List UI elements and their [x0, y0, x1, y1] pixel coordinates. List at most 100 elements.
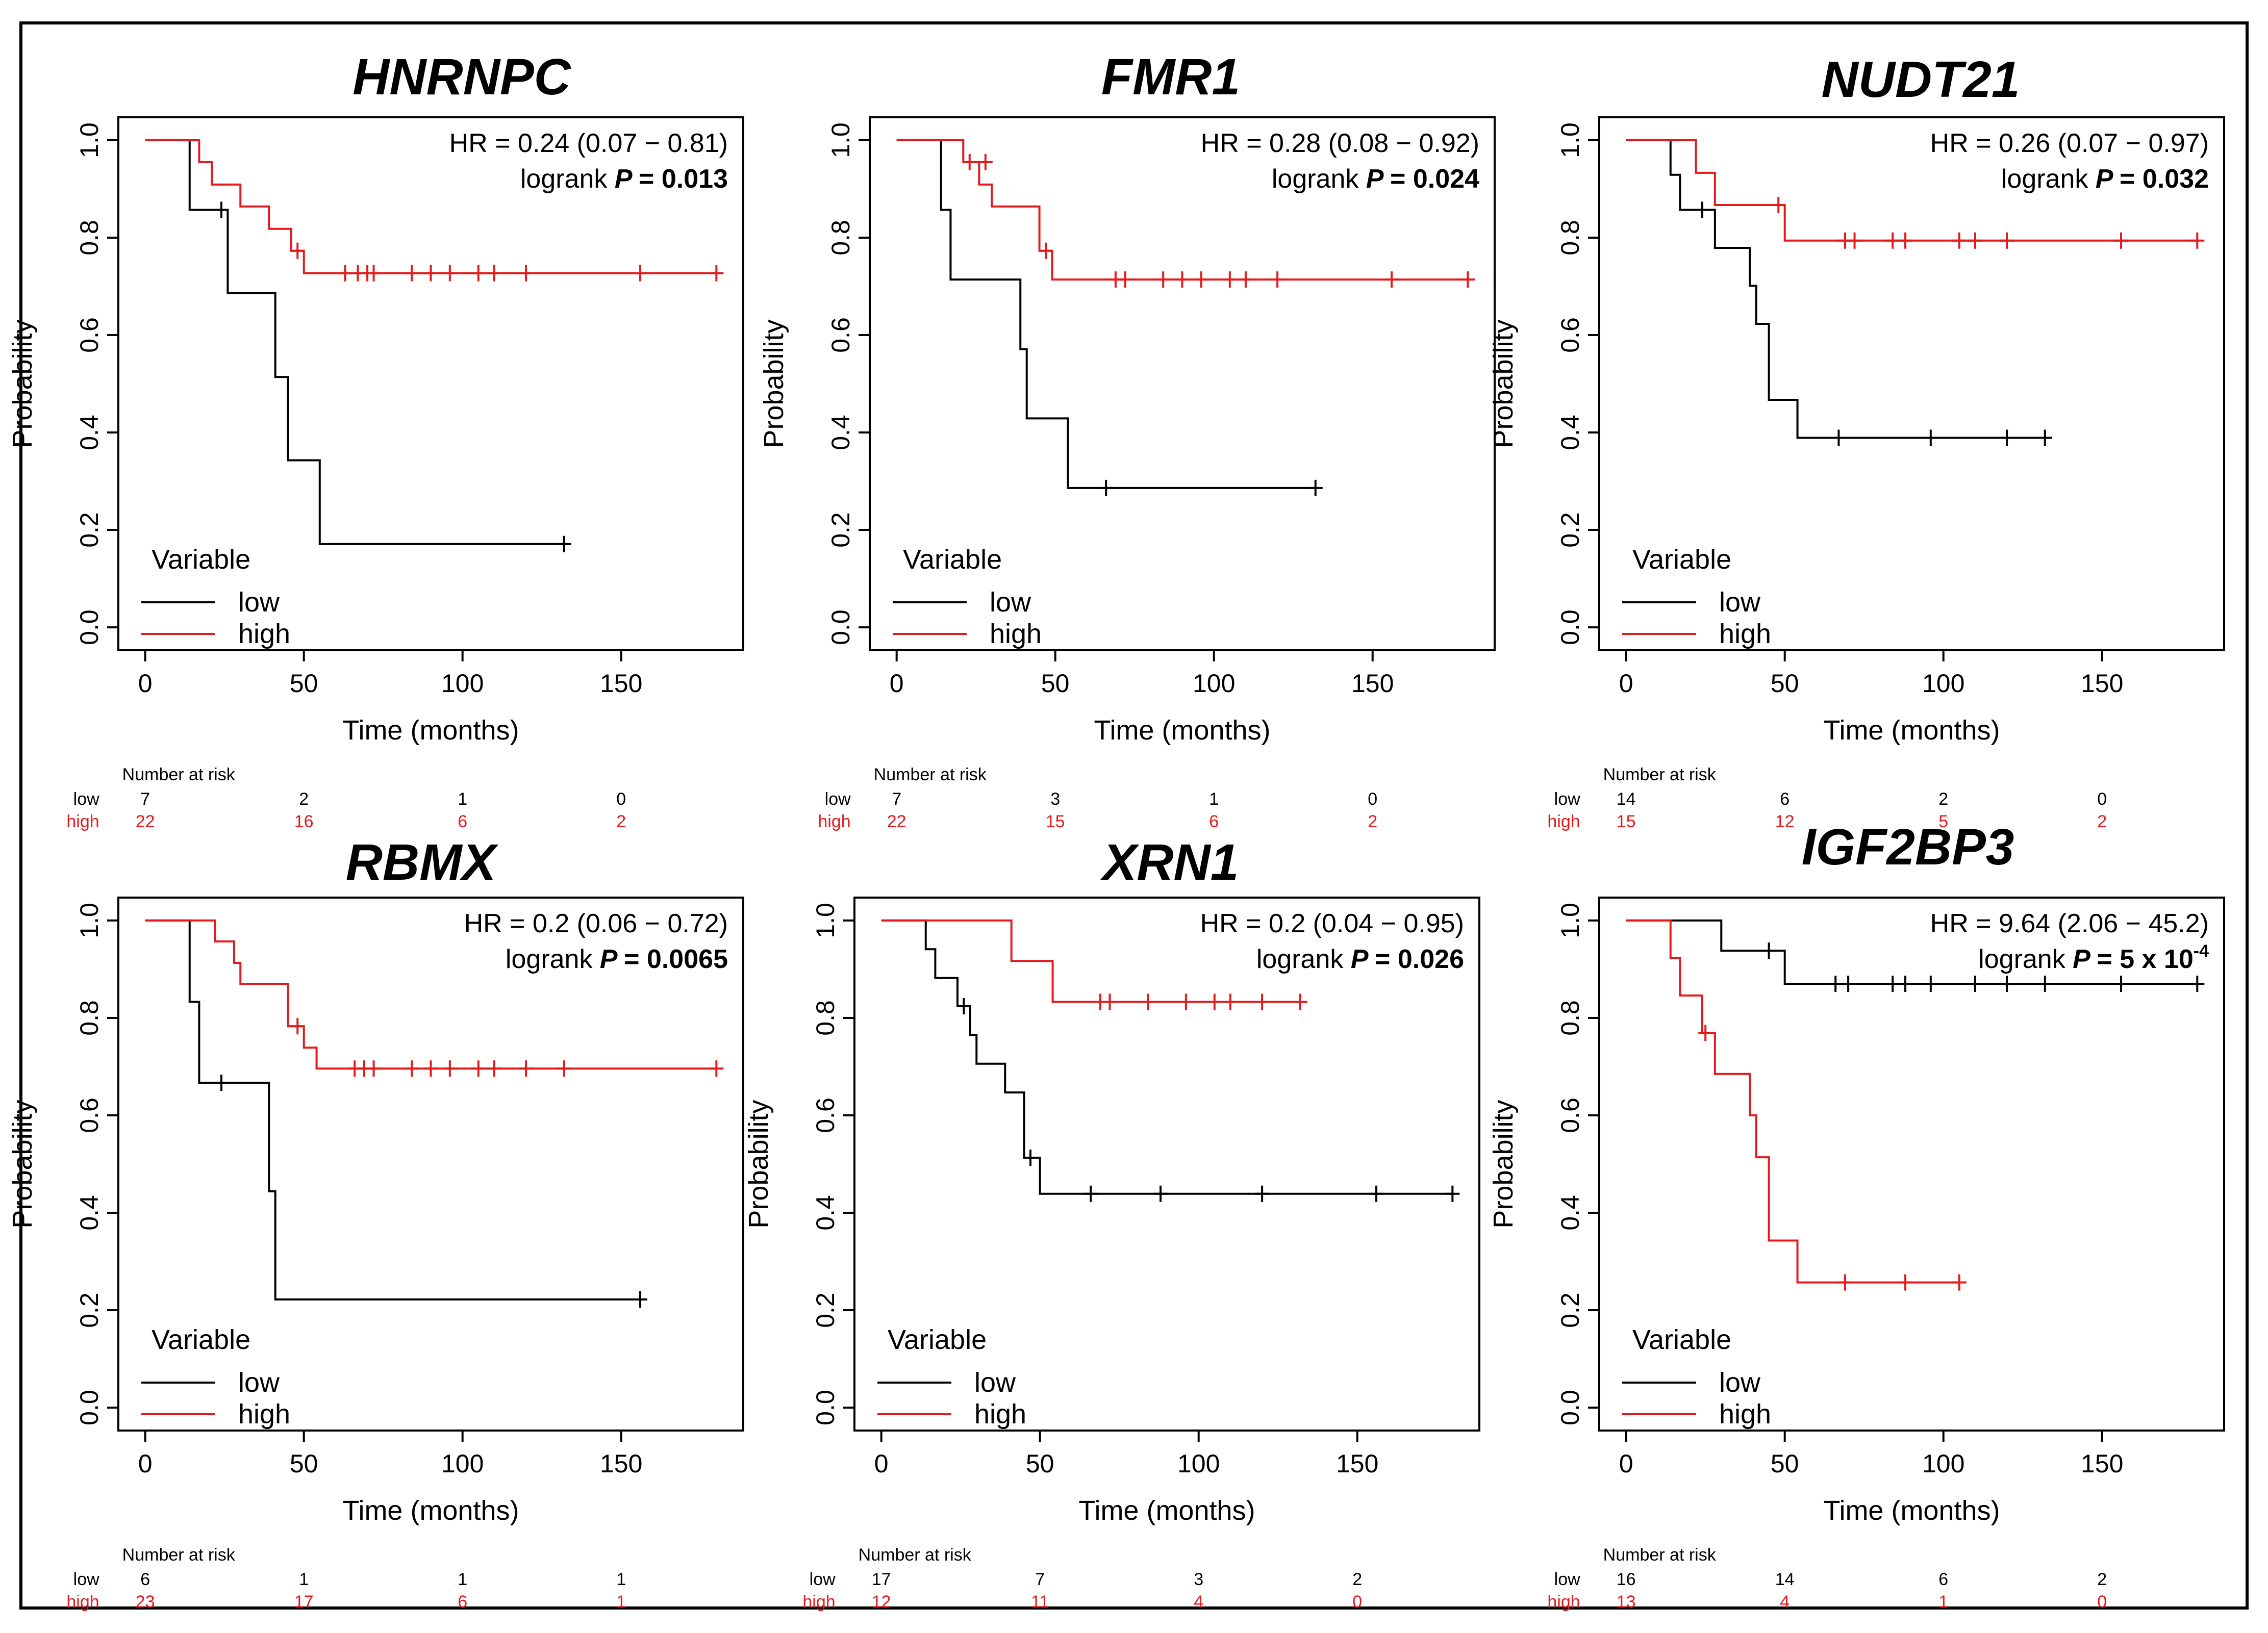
- panel-6-censor-low-7: [2000, 976, 2014, 992]
- panel-1-x-label: Time (months): [342, 715, 519, 746]
- panel-1-censor-high-10: [519, 265, 534, 282]
- panel-2-censor-high-9: [1238, 271, 1253, 288]
- panel-5-y-label: Probability: [743, 1100, 774, 1228]
- panel-3-censor-low-3: [2000, 429, 2014, 446]
- panel-5-p-label: P: [1351, 945, 1375, 974]
- panel-6-legend-title: Variable: [1632, 1324, 1731, 1355]
- panel-6-x-label: Time (months): [1823, 1495, 2000, 1526]
- panel-3-censor-high-3: [1885, 232, 1900, 249]
- panel-1-censor-low-1: [557, 535, 571, 552]
- panel-1-y-tick-label-0: 0.0: [75, 609, 104, 645]
- panel-6-risk-high-2: 1: [1938, 1592, 1948, 1612]
- panel-1-title: HNRNPC: [352, 48, 572, 106]
- panel-2-y-tick-label-5: 1.0: [826, 122, 855, 158]
- panel-6-risk-table: Number at risk low high 16 13 14 4 6 1 2 0: [1547, 1545, 2107, 1612]
- panel-4-x-tick-label-3: 150: [600, 1449, 642, 1478]
- panel-5-risk-high-3: 0: [1352, 1592, 1362, 1612]
- panel-3-p-label: P: [2096, 164, 2120, 194]
- panel-6-logrank-text: logrank P = 5 x 10-4: [1978, 941, 2209, 974]
- panel-6-legend-label-low: low: [1719, 1367, 1761, 1398]
- panel-3-y-tick-label-0: 0.0: [1556, 609, 1584, 645]
- panel-1-risk-high-1: 16: [294, 812, 314, 831]
- panel-6-censor-high-1: [1837, 1274, 1852, 1291]
- panel-2-legend-label-low: low: [990, 587, 1031, 618]
- panel-6-censor-low-4: [1898, 976, 1913, 992]
- panel-4-censor-low-1: [633, 1291, 648, 1308]
- panel-3-risk-low-0: 14: [1617, 789, 1636, 809]
- panel-1-censor-high-0: [290, 242, 305, 259]
- panel-6-y-axis: 0.0 0.2 0.4 0.6 0.8 1.0 Probability: [1488, 903, 1600, 1425]
- panel-2-title: FMR1: [1101, 48, 1240, 106]
- panel-5-x-tick-label-3: 150: [1336, 1449, 1378, 1478]
- panel-4-censor-high-6: [442, 1060, 457, 1077]
- panel-4-x-axis: 0 50 100 150 Time (months): [138, 1430, 642, 1526]
- panel-3-y-tick-label-4: 0.8: [1556, 220, 1584, 256]
- panel-6-y-label: Probability: [1488, 1100, 1519, 1228]
- panel-1-y-label: Probability: [7, 319, 38, 448]
- panel-6-x-tick-label-0: 0: [1619, 1449, 1633, 1478]
- panel-2-y-label: Probability: [759, 319, 789, 448]
- panel-5-censor-low-6: [1445, 1185, 1460, 1202]
- panel-6-title: IGF2BP3: [1802, 819, 2014, 876]
- panel-1-x-tick-label-2: 100: [441, 669, 484, 698]
- panel-1-censor-high-1: [338, 265, 352, 282]
- panel-2-censor-high-6: [1175, 271, 1190, 288]
- panel-4-p-value: = 0.0065: [624, 945, 728, 974]
- panel-5-p-value: = 0.026: [1375, 945, 1464, 974]
- panel-1-logrank-text: logrank P = 0.013: [520, 164, 728, 194]
- panel-5-risk-low-2: 3: [1194, 1570, 1203, 1589]
- panel-2-censor-high-7: [1194, 271, 1208, 288]
- panel-4-curve-low: [145, 919, 641, 1301]
- panel-5-y-axis: 0.0 0.2 0.4 0.6 0.8 1.0 Probability: [743, 903, 855, 1425]
- panel-4-risk-low-2: 1: [458, 1570, 467, 1589]
- panel-5-censor-low-2: [1083, 1185, 1098, 1202]
- panel-2-x-tick-label-1: 50: [1041, 669, 1070, 698]
- panel-3-risk-table: Number at risk low high 14 15 6 12 2 5 0 2: [1547, 765, 2107, 831]
- panel-2-censor-high-8: [1222, 271, 1237, 288]
- panel-5-risk-low-0: 17: [872, 1570, 891, 1589]
- panel-6-p-exponent: -4: [2194, 941, 2209, 961]
- panel-3-y-tick-label-2: 0.4: [1556, 415, 1584, 450]
- panel-1-p-label: P: [615, 164, 639, 194]
- panel-1-risk-row-label-low: low: [73, 789, 99, 809]
- panel-4-y-tick-label-1: 0.2: [75, 1292, 104, 1328]
- panel-2-x-tick-label-3: 150: [1351, 669, 1394, 698]
- panel-3-censor-high-4: [1898, 232, 1913, 249]
- panel-2-logrank-text: logrank P = 0.024: [1272, 164, 1479, 194]
- panel-4-logrank-text: logrank P = 0.0065: [506, 945, 728, 974]
- panel-2-y-tick-label-2: 0.4: [826, 415, 855, 450]
- panel-2-logrank-label: logrank: [1272, 164, 1366, 194]
- panel-2-risk-high-3: 2: [1368, 812, 1377, 831]
- panel-3-logrank-label: logrank: [2001, 164, 2096, 194]
- panel-4-risk-row-label-high: high: [66, 1592, 99, 1612]
- panel-3-censor-high-7: [2000, 232, 2014, 249]
- panel-3-logrank-text: logrank P = 0.032: [2001, 164, 2209, 194]
- panel-5-x-axis: 0 50 100 150 Time (months): [874, 1430, 1378, 1526]
- panel-3-y-label: Probability: [1488, 319, 1519, 448]
- panel-4-censor-high-10: [557, 1060, 571, 1077]
- panel-2-x-label: Time (months): [1094, 715, 1270, 746]
- panel-3-censor-high-9: [2190, 232, 2205, 249]
- panel-5-risk-high-2: 4: [1194, 1592, 1203, 1612]
- panel-1-censor-high-8: [471, 265, 486, 282]
- panel-4-censor-high-4: [405, 1060, 419, 1077]
- panel-2-risk-low-1: 3: [1050, 789, 1060, 809]
- panel-5-censor-low-0: [956, 998, 971, 1015]
- panel-5-x-tick-label-2: 100: [1177, 1449, 1220, 1478]
- panel-5-y-tick-label-0: 0.0: [811, 1390, 840, 1425]
- panel-4-legend-title: Variable: [152, 1324, 250, 1355]
- panel-3-legend-label-low: low: [1719, 587, 1761, 618]
- panel-5-censor-high-6: [1255, 993, 1270, 1010]
- panel-5-censor-low-5: [1369, 1185, 1384, 1202]
- panel-6-risk-high-3: 0: [2097, 1592, 2107, 1612]
- panel-4-censor-high-11: [709, 1060, 724, 1077]
- panel-4-x-tick-label-1: 50: [290, 1449, 318, 1478]
- panel-3-censor-low-4: [2037, 429, 2052, 446]
- panel-5-x-tick-label-1: 50: [1026, 1449, 1054, 1478]
